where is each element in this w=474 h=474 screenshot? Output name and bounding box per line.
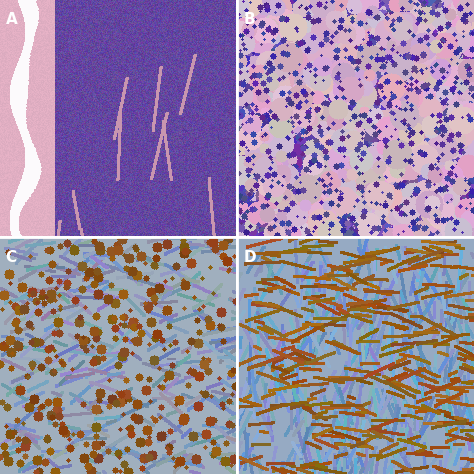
Text: A: A — [6, 12, 17, 27]
Text: B: B — [244, 12, 255, 27]
Text: D: D — [244, 250, 256, 265]
Text: C: C — [6, 250, 17, 265]
